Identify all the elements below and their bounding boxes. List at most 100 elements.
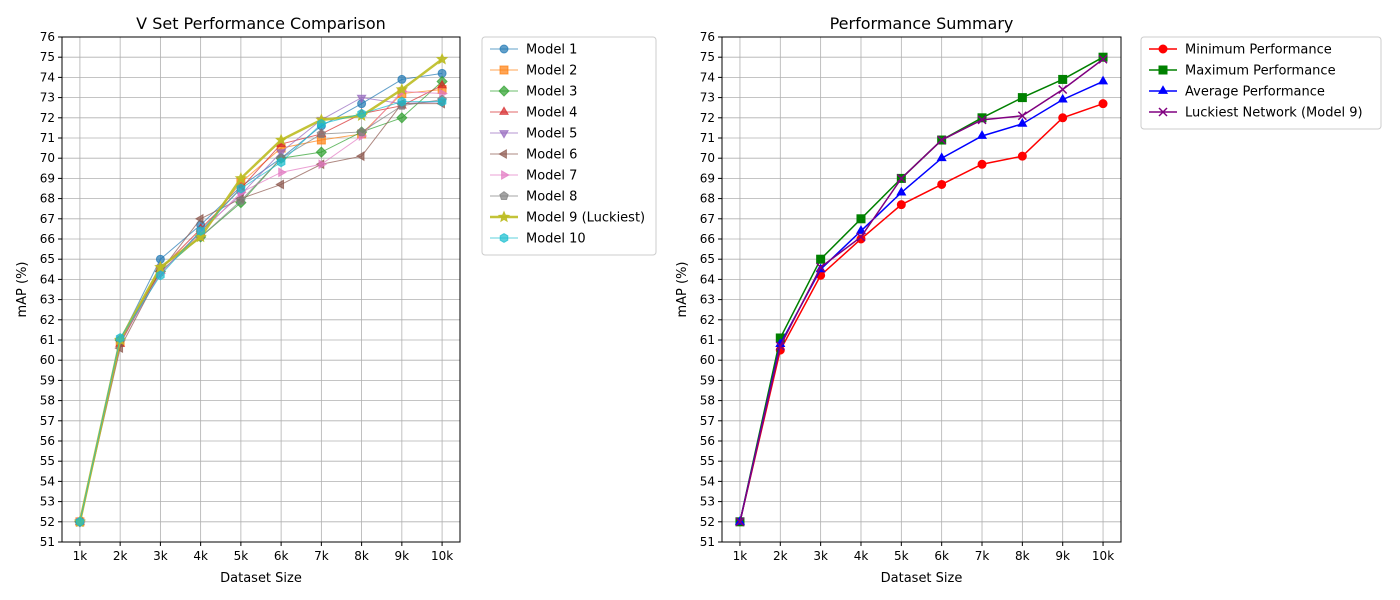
legend-item: Model 2: [490, 64, 577, 79]
series-line: [79, 97, 443, 522]
series-model-6: [74, 98, 445, 527]
y-tick-label: 52: [700, 515, 715, 529]
legend-swatch-marker: [1157, 85, 1169, 94]
y-tick-label: 56: [700, 434, 715, 448]
legend-label: Average Performance: [1185, 85, 1325, 100]
data-point: [275, 179, 285, 190]
series-line: [79, 103, 443, 522]
legend-swatch-marker: [497, 210, 511, 223]
plot-frame: [61, 36, 461, 543]
y-tick-label: 62: [40, 313, 55, 327]
data-point: [315, 146, 328, 158]
legend-item: Model 1: [490, 43, 577, 58]
data-point: [977, 159, 987, 169]
series-line: [739, 56, 1104, 522]
x-tick-label: 5k: [234, 549, 249, 563]
data-point: [816, 254, 826, 264]
data-point: [274, 133, 288, 146]
y-tick-label: 76: [40, 30, 55, 44]
series-line: [739, 80, 1104, 522]
y-tick-label: 61: [40, 333, 55, 347]
data-point: [976, 130, 988, 139]
data-point: [1017, 111, 1027, 121]
legend-item: Luckiest Network (Model 9): [1149, 106, 1363, 121]
grid: [722, 36, 1121, 543]
legend-label: Luckiest Network (Model 9): [1185, 106, 1363, 121]
legend-swatch-marker: [498, 130, 510, 139]
series-model-10: [75, 96, 447, 527]
x-tick-label: 4k: [854, 549, 869, 563]
grid: [62, 36, 460, 543]
chart-title: V Set Performance Comparison: [136, 14, 386, 33]
legend-item: Minimum Performance: [1149, 43, 1332, 58]
x-tick-label: 7k: [975, 549, 990, 563]
y-tick-label: 75: [700, 50, 715, 64]
legend-item: Model 6: [490, 148, 577, 163]
data-point: [278, 167, 287, 178]
data-point: [355, 151, 365, 162]
y-tick-label: 57: [700, 414, 715, 428]
y-axis-label: mAP (%): [675, 261, 690, 317]
data-point: [236, 195, 246, 205]
y-tick-label: 63: [700, 293, 715, 307]
y-tick-label: 67: [40, 212, 55, 226]
x-tick-label: 10k: [431, 549, 453, 563]
legend-item: Model 7: [490, 169, 577, 184]
data-point: [196, 225, 205, 236]
y-tick-label: 53: [40, 495, 55, 509]
legend-swatch-marker: [1158, 107, 1168, 117]
legend-box: [481, 36, 657, 256]
data-point: [397, 96, 407, 107]
y-tick-label: 74: [40, 70, 55, 84]
x-tick-label: 2k: [773, 549, 788, 563]
x-tick-label: 1k: [733, 549, 748, 563]
y-tick-label: 73: [40, 91, 55, 105]
y-tick-label: 65: [700, 252, 715, 266]
legend-item: Maximum Performance: [1149, 64, 1336, 79]
series-minimum-performance: [735, 99, 1108, 527]
y-tick-label: 55: [40, 454, 55, 468]
legend-item: Model 10: [490, 232, 586, 247]
data-point: [856, 234, 866, 244]
legend-label: Model 10: [526, 232, 586, 247]
legend-swatch-marker: [498, 106, 510, 115]
legend-item: Model 5: [490, 127, 577, 142]
x-tick-label: 4k: [193, 549, 208, 563]
y-axis-label: mAP (%): [15, 261, 30, 317]
y-tick-label: 72: [40, 111, 55, 125]
data-point: [395, 83, 409, 95]
y-tick-label: 74: [700, 70, 715, 84]
data-point: [1058, 84, 1068, 95]
legend-swatch-marker: [498, 148, 507, 160]
x-tick-label: 1k: [73, 549, 88, 563]
chart-title: Performance Summary: [830, 14, 1014, 33]
data-point: [936, 152, 947, 162]
y-tick-label: 64: [40, 272, 55, 286]
data-point: [437, 96, 447, 107]
series-line: [79, 91, 443, 522]
legend-label: Model 1: [526, 43, 577, 58]
y-tick-label: 62: [700, 313, 715, 327]
y-tick-label: 72: [700, 111, 715, 125]
series-luckiest-network-model-9: [735, 54, 1108, 527]
chart-1: 1k 2k 3k 4k 5k 6k 7k 8k 9k 10k 51 52 53 54 55 56 57 58 59 6…: [15, 14, 657, 586]
data-point: [236, 183, 246, 194]
legend-item: Model 9 (Luckiest): [490, 211, 645, 226]
y-tick-label: 51: [700, 535, 715, 549]
data-point: [435, 52, 449, 65]
legend-label: Maximum Performance: [1185, 64, 1336, 79]
y-tick-label: 66: [40, 232, 55, 246]
x-tick-label: 3k: [813, 549, 828, 563]
legend-swatch-marker: [499, 190, 509, 201]
data-point: [1017, 151, 1027, 161]
y-axis: 51 52 53 54 55 56 57 58 59 60 61 62 63 64 65 66 67 68 69 70…: [40, 30, 62, 549]
legend-label: Model 4: [526, 106, 577, 121]
y-tick-label: 60: [700, 353, 715, 367]
legend-item: Model 3: [490, 85, 577, 100]
series-model-4: [74, 79, 448, 525]
x-tick-label: 2k: [113, 549, 128, 563]
series-line: [79, 81, 443, 522]
legend-swatch-marker: [1158, 44, 1168, 54]
y-tick-label: 69: [700, 171, 715, 185]
